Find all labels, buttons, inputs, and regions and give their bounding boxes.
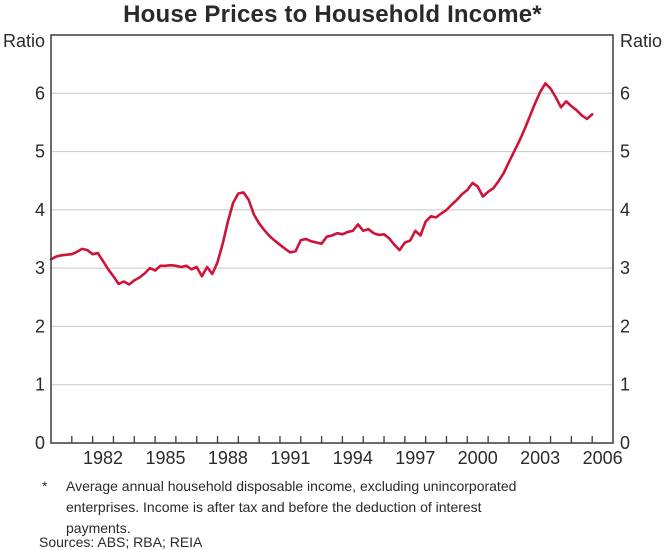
x-axis-label: 1991 xyxy=(270,448,310,468)
y-axis-label-left: 2 xyxy=(35,316,45,336)
x-axis-label: 1985 xyxy=(145,448,185,468)
x-axis-label: 1994 xyxy=(333,448,373,468)
footnote-line: Average annual household disposable inco… xyxy=(66,478,517,494)
y-axis-label-right: 0 xyxy=(620,433,630,453)
footnote-line: enterprises. Income is after tax and bef… xyxy=(66,499,482,515)
data-line xyxy=(49,82,594,286)
x-axis-label: 1988 xyxy=(208,448,248,468)
x-axis-label: 1982 xyxy=(83,448,123,468)
y-axis-unit-right: Ratio xyxy=(620,31,663,51)
x-axis-label: 1997 xyxy=(395,448,435,468)
x-axis-label: 2000 xyxy=(458,448,498,468)
y-axis-label-left: 5 xyxy=(35,142,45,162)
y-axis-label-right: 5 xyxy=(620,142,630,162)
y-axis-label-right: 6 xyxy=(620,83,630,103)
y-axis-label-left: 3 xyxy=(35,258,45,278)
chart-title: House Prices to Household Income* xyxy=(123,1,542,28)
y-axis-label-right: 4 xyxy=(620,200,630,220)
plot-frame xyxy=(50,34,614,444)
sources-note: Sources: ABS; RBA; REIA xyxy=(39,534,203,550)
y-axis-label-left: 4 xyxy=(35,200,45,220)
y-axis-label-left: 6 xyxy=(35,83,45,103)
y-axis-label-right: 2 xyxy=(620,316,630,336)
y-axis-label-left: 0 xyxy=(35,433,45,453)
y-axis-label-left: 1 xyxy=(35,375,45,395)
y-axis-label-right: 1 xyxy=(620,375,630,395)
y-axis-unit-left: Ratio xyxy=(2,31,45,51)
footnote-marker: * xyxy=(42,478,48,494)
footnote-line: payments. xyxy=(66,520,131,536)
x-axis-label: 2006 xyxy=(583,448,623,468)
y-axis-label-right: 3 xyxy=(620,258,630,278)
x-axis-label: 2003 xyxy=(520,448,560,468)
